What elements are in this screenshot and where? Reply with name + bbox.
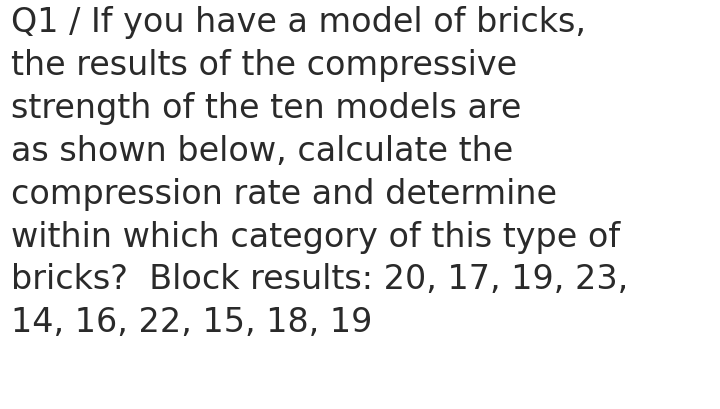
Text: Q1 / If you have a model of bricks,
the results of the compressive
strength of t: Q1 / If you have a model of bricks, the … (11, 6, 628, 339)
